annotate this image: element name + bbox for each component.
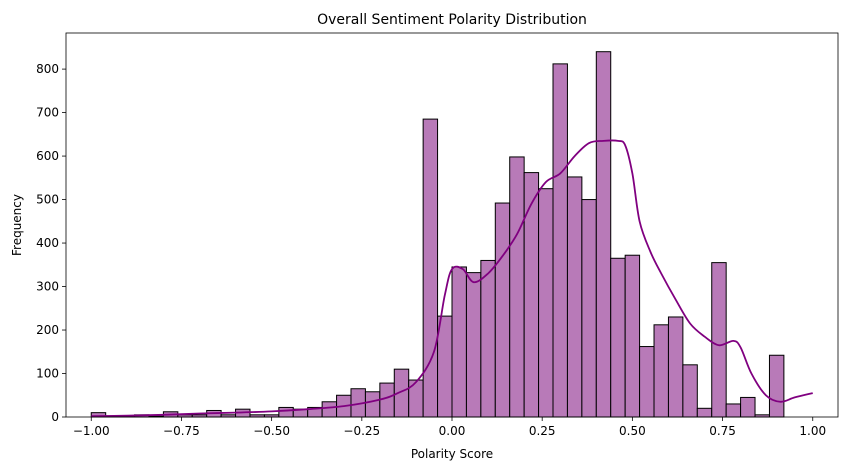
histogram-bar: [278, 406, 294, 418]
histogram-bar: [465, 272, 482, 418]
histogram-bar: [624, 254, 641, 418]
y-tick-label: 800: [36, 62, 59, 76]
histogram-bar: [725, 403, 742, 418]
histogram-bar: [768, 354, 785, 418]
x-tick-label: 0.25: [529, 424, 556, 438]
y-tick-label: 400: [36, 236, 59, 250]
histogram-bar: [566, 176, 583, 418]
x-axis-title: Polarity Score: [411, 447, 493, 461]
histogram-bar: [437, 315, 453, 418]
y-axis-ticks: 0 100 200 300 400 500 600 700 800: [36, 62, 66, 424]
y-tick-label: 500: [36, 193, 59, 207]
y-tick-label: 100: [36, 367, 59, 381]
histogram-bar: [595, 51, 612, 418]
histogram-bar: [538, 188, 554, 418]
y-tick-label: 200: [36, 323, 59, 337]
y-tick-label: 300: [36, 280, 59, 294]
x-tick-label: −0.25: [343, 424, 380, 438]
y-tick-label: 600: [36, 149, 59, 163]
histogram-bar: [509, 156, 525, 418]
x-tick-label: 0.75: [709, 424, 736, 438]
x-tick-label: 0.00: [439, 424, 466, 438]
histogram-bar: [711, 262, 727, 418]
x-axis-ticks: −1.00 −0.75 −0.50 −0.25 0.00 0.25 0.50 0.75 1.00: [73, 417, 826, 438]
histogram-bar: [653, 324, 669, 418]
histogram-bar: [610, 257, 626, 418]
histogram-bar: [494, 202, 511, 418]
y-tick-label: 700: [36, 106, 59, 120]
histogram-bar: [682, 364, 698, 418]
histogram-bar: [422, 118, 439, 418]
histogram-bar: [364, 391, 381, 418]
histogram-bars: [90, 51, 785, 418]
x-tick-label: 0.50: [619, 424, 646, 438]
histogram-bar: [696, 407, 713, 418]
x-tick-label: −0.50: [253, 424, 290, 438]
histogram-bar: [639, 346, 655, 418]
histogram-bar: [523, 172, 540, 418]
histogram-bar: [321, 401, 338, 418]
histogram-bar: [740, 396, 756, 418]
histogram-bar: [451, 266, 467, 418]
chart-title: Overall Sentiment Polarity Distribution: [317, 12, 587, 28]
x-tick-label: −0.75: [163, 424, 200, 438]
y-tick-label: 0: [51, 410, 59, 424]
y-axis-title: Frequency: [10, 194, 24, 256]
histogram-bar: [480, 259, 496, 418]
histogram-bar: [581, 199, 597, 418]
kde-curve: [91, 139, 813, 418]
x-tick-label: −1.00: [73, 424, 110, 438]
histogram-bar: [667, 316, 684, 418]
x-tick-label: 1.00: [799, 424, 826, 438]
histogram-bar: [379, 382, 395, 418]
histogram-bar: [552, 63, 568, 418]
